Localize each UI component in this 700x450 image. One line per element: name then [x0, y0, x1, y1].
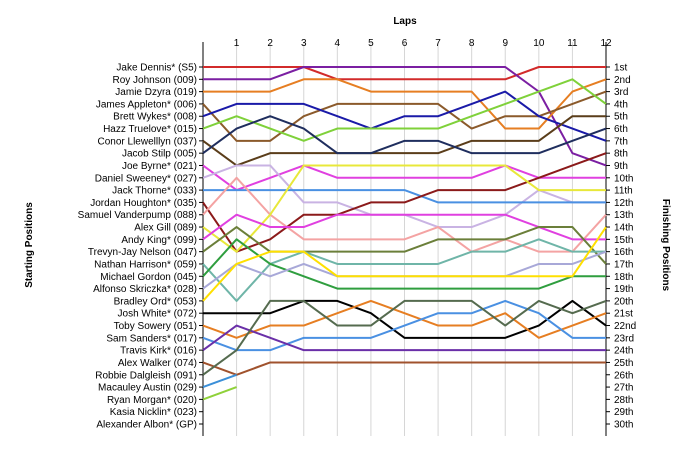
- starting-position-label: Bradley Ord* (053): [114, 296, 197, 307]
- finishing-position-label: 10th: [614, 173, 633, 184]
- finishing-position-label: 11th: [614, 186, 633, 197]
- series-line: [202, 361, 606, 376]
- starting-position-label: Alexander Albon* (GP): [96, 420, 197, 431]
- finishing-position-label: 5th: [614, 112, 628, 123]
- finishing-position-label: 30th: [614, 420, 633, 431]
- series-line: [202, 299, 606, 352]
- series-line: [203, 299, 607, 339]
- lap-tick-label: 4: [335, 38, 341, 49]
- right-axis-title: Finishing Positions: [660, 199, 671, 292]
- starting-position-label: Daniel Sweeney* (027): [95, 173, 197, 184]
- lap-tick-label: 11: [567, 38, 578, 49]
- starting-position-label: Andy King* (099): [121, 235, 197, 246]
- starting-position-label: Kasia Nicklin* (023): [110, 407, 197, 418]
- finishing-position-label: 21st: [614, 309, 633, 320]
- series-line: [202, 78, 607, 142]
- finishing-position-label: 13th: [614, 210, 633, 221]
- starting-position-label: Brett Wykes* (008): [113, 112, 197, 123]
- starting-position-label: Jake Dennis* (S5): [116, 63, 197, 74]
- finishing-position-label: 22nd: [614, 321, 636, 332]
- starting-position-label: Toby Sowery (051): [114, 321, 197, 332]
- finishing-position-label: 6th: [614, 124, 628, 135]
- lap-tick-label: 10: [533, 38, 545, 49]
- starting-position-label: Trevyn-Jay Nelson (047): [88, 247, 197, 258]
- starting-position-label: Jacob Stilp (005): [122, 149, 197, 160]
- series-line: [202, 299, 607, 339]
- series-line: [203, 66, 606, 81]
- finishing-position-label: 26th: [614, 370, 633, 381]
- finishing-position-label: 3rd: [614, 87, 628, 98]
- starting-position-label: Alex Gill (089): [134, 223, 197, 234]
- starting-position-label: Conor Llewelllyn (037): [98, 136, 198, 147]
- lap-tick-label: 8: [469, 38, 475, 49]
- finishing-position-label: 29th: [614, 407, 633, 418]
- lap-tick-label: 3: [301, 38, 307, 49]
- series-line: [202, 238, 606, 290]
- lap-tick-label: 1: [234, 38, 240, 49]
- finishing-position-label: 12th: [614, 198, 633, 209]
- finishing-position-label: 25th: [614, 358, 633, 369]
- series-line: [202, 299, 607, 376]
- series-line: [202, 152, 607, 253]
- starting-position-label: Alfonso Skriczka* (028): [93, 284, 197, 295]
- finishing-position-label: 14th: [614, 223, 633, 234]
- finishing-position-label: 7th: [614, 136, 628, 147]
- finishing-position-label: 4th: [614, 99, 628, 110]
- series-line: [203, 189, 606, 204]
- series-line: [202, 90, 607, 142]
- finishing-position-label: 8th: [614, 149, 628, 160]
- finishing-position-label: 1st: [614, 63, 628, 74]
- finishing-position-label: 23rd: [614, 333, 634, 344]
- series-line: [202, 164, 606, 253]
- starting-position-label: James Appleton* (006): [96, 99, 197, 110]
- finishing-position-label: 15th: [614, 235, 633, 246]
- starting-position-label: Jordan Houghton* (035): [90, 198, 197, 209]
- series-line: [203, 78, 607, 130]
- series-line: [202, 373, 237, 389]
- lap-tick-label: 9: [502, 38, 508, 49]
- finishing-position-label: 17th: [614, 259, 633, 270]
- finishing-position-label: 16th: [614, 247, 633, 258]
- finishing-position-label: 19th: [614, 284, 633, 295]
- series-line: [202, 324, 606, 352]
- starting-position-label: Sam Sanders* (017): [106, 333, 197, 344]
- series-line: [202, 115, 606, 167]
- starting-position-label: Nathan Harrison* (059): [94, 259, 197, 270]
- starting-position-label: Ryan Morgan* (020): [107, 395, 197, 406]
- lap-tick-label: 7: [435, 38, 441, 49]
- lap-tick-label: 2: [267, 38, 273, 49]
- lap-tick-labels: 1 2 3 4 5 6 7 8 9 10 11 12: [234, 38, 612, 49]
- series-line: [202, 386, 237, 401]
- starting-position-labels: Jake Dennis* (S5)Roy Johnson (009)Jamie …: [78, 63, 197, 431]
- lap-tick-label: 6: [402, 38, 408, 49]
- finishing-position-labels: 1st2nd3rd4th5th6th7th8th9th10th11th12th1…: [614, 63, 636, 431]
- series-line: [202, 115, 607, 155]
- finishing-position-label: 20th: [614, 296, 633, 307]
- left-axis-title: Starting Positions: [24, 202, 35, 288]
- starting-position-label: Jamie Dzyra (019): [115, 87, 197, 98]
- series-line: [202, 226, 607, 302]
- starting-position-label: Josh White* (072): [118, 309, 197, 320]
- chart-title: Laps: [393, 16, 417, 27]
- starting-position-label: Macauley Austin (029): [98, 383, 197, 394]
- starting-position-label: Alex Walker (074): [118, 358, 197, 369]
- lap-tick-label: 5: [368, 38, 374, 49]
- finishing-position-label: 18th: [614, 272, 633, 283]
- starting-position-label: Travis Kirk* (016): [120, 346, 197, 357]
- finishing-position-label: 9th: [614, 161, 628, 172]
- series-lines: [202, 66, 607, 401]
- starting-position-label: Jack Thorne* (033): [112, 186, 197, 197]
- starting-position-label: Robbie Dalgleish (091): [95, 370, 197, 381]
- starting-position-label: Joe Byrne* (021): [122, 161, 197, 172]
- finishing-position-label: 2nd: [614, 75, 631, 86]
- finishing-position-label: 28th: [614, 395, 633, 406]
- starting-position-label: Hazz Truelove* (015): [103, 124, 197, 135]
- starting-position-label: Michael Gordon (045): [100, 272, 197, 283]
- starting-position-label: Roy Johnson (009): [113, 75, 198, 86]
- finishing-position-label: 27th: [614, 383, 633, 394]
- lap-tick-label: 12: [600, 38, 612, 49]
- starting-position-label: Samuel Vanderpump (088): [78, 210, 197, 221]
- finishing-position-label: 24th: [614, 346, 633, 357]
